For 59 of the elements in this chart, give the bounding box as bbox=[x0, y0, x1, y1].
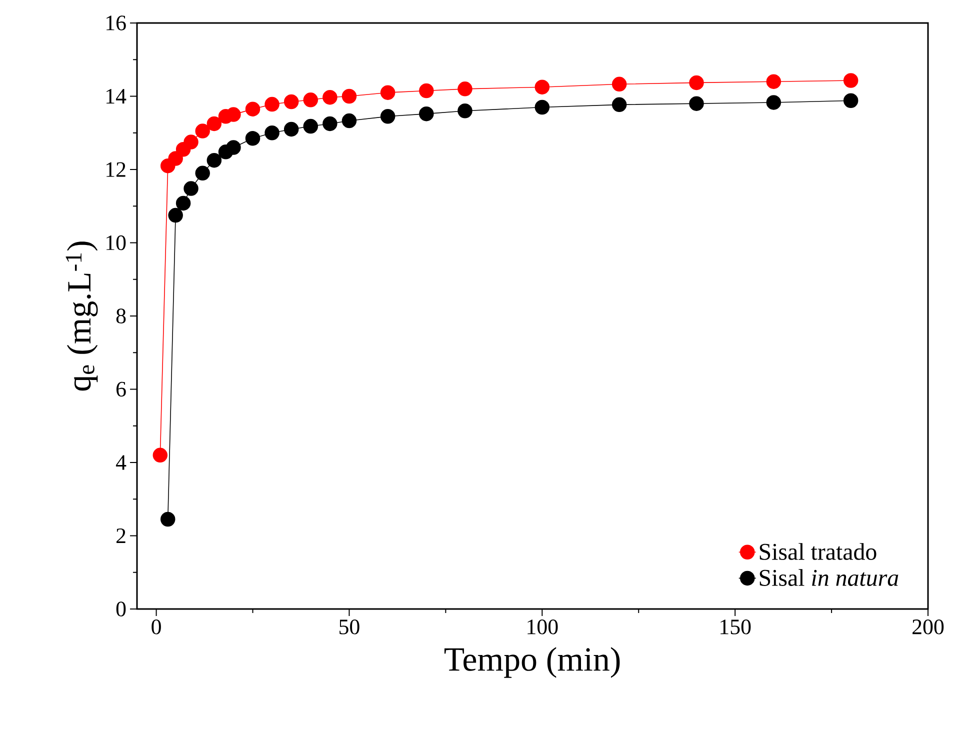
x-tick-label: 50 bbox=[340, 619, 360, 634]
point bbox=[534, 100, 550, 115]
point bbox=[689, 75, 704, 90]
point bbox=[184, 181, 198, 196]
point bbox=[184, 134, 198, 150]
y-axis-title: q$_{e}$ (mg.L$^{-1}$) bbox=[66, 242, 98, 391]
point bbox=[612, 97, 627, 112]
point bbox=[206, 152, 222, 168]
point bbox=[689, 96, 704, 111]
point bbox=[245, 130, 260, 146]
point bbox=[843, 73, 858, 88]
legend-label: Sisal tratado bbox=[760, 543, 876, 560]
point bbox=[176, 196, 191, 211]
point bbox=[160, 512, 176, 527]
x-axis-title: Tempo (min) bbox=[444, 647, 620, 678]
point bbox=[766, 95, 782, 110]
x-tick-label: 150 bbox=[720, 619, 751, 634]
point bbox=[843, 93, 858, 108]
point bbox=[284, 122, 299, 137]
point bbox=[380, 85, 396, 100]
point bbox=[766, 74, 782, 89]
y-tick-label: 0 bbox=[116, 602, 126, 616]
point bbox=[419, 106, 434, 122]
point bbox=[458, 104, 472, 118]
point bbox=[284, 94, 299, 110]
x-tick-label: 0 bbox=[152, 619, 161, 634]
y-tick-label: 4 bbox=[116, 455, 126, 470]
point bbox=[419, 83, 434, 98]
point bbox=[303, 118, 318, 134]
point bbox=[152, 448, 168, 463]
point bbox=[206, 116, 222, 132]
y-tick-label: 8 bbox=[116, 308, 126, 324]
point bbox=[322, 90, 338, 105]
x-tick-label: 200 bbox=[912, 619, 944, 634]
y-tick-label: 16 bbox=[106, 16, 126, 30]
point bbox=[226, 140, 241, 155]
point bbox=[534, 80, 550, 94]
point bbox=[342, 113, 357, 128]
y-tick-label: 12 bbox=[106, 162, 126, 177]
y-tick-label: 2 bbox=[116, 528, 126, 544]
point bbox=[342, 88, 357, 104]
y-tick-label: 6 bbox=[116, 382, 126, 397]
x-tick-label: 100 bbox=[528, 619, 558, 634]
point bbox=[303, 92, 318, 108]
point bbox=[226, 107, 241, 122]
point bbox=[245, 102, 260, 116]
point bbox=[322, 116, 338, 132]
point bbox=[612, 76, 627, 92]
point bbox=[264, 96, 280, 112]
y-tick-label: 14 bbox=[106, 89, 126, 104]
point bbox=[458, 82, 472, 96]
point bbox=[264, 126, 280, 140]
y-tick-label: 10 bbox=[106, 235, 126, 250]
point bbox=[168, 208, 183, 223]
point bbox=[195, 166, 210, 181]
legend-label: Sisal in natura bbox=[760, 569, 898, 586]
point bbox=[168, 151, 183, 166]
point bbox=[380, 109, 396, 124]
point bbox=[195, 124, 210, 138]
